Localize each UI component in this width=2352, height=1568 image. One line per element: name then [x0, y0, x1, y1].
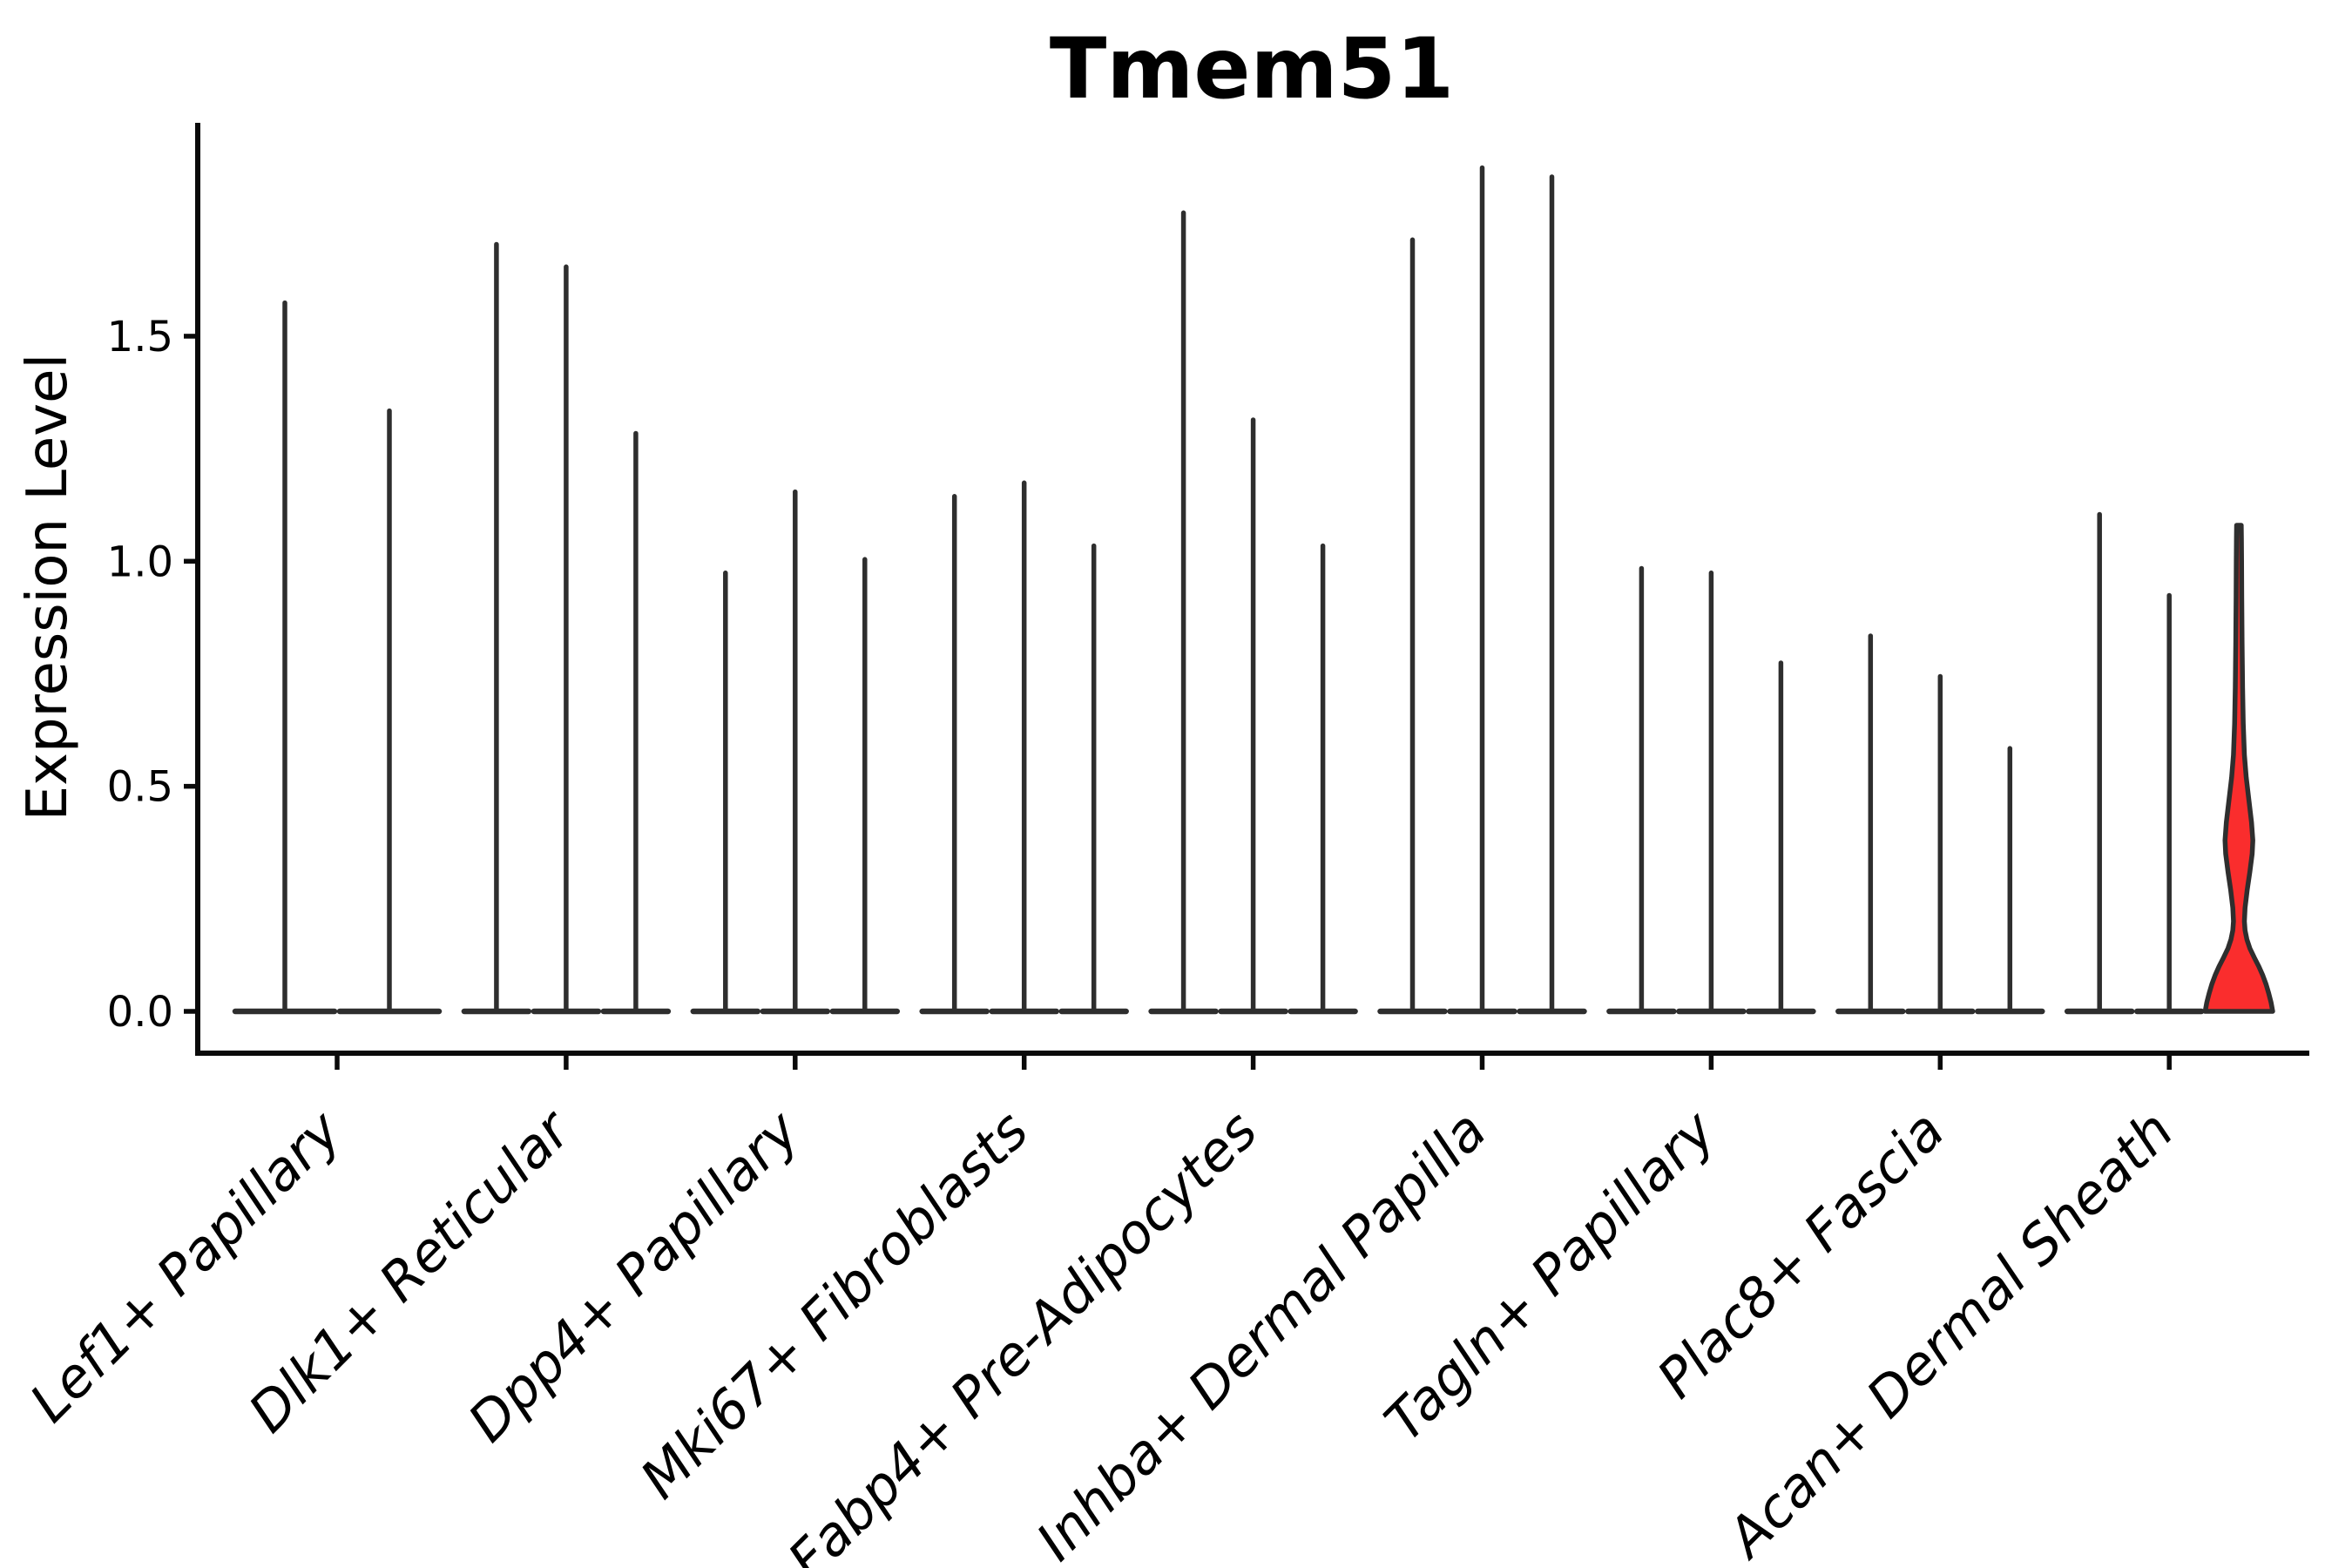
y-tick-label-0: 0.0: [107, 988, 173, 1037]
y-axis-label: Expression Level: [16, 354, 80, 821]
y-tick-label-1: 0.5: [107, 763, 173, 812]
chart-title: Tmem51: [1050, 20, 1454, 118]
violins: [232, 165, 2275, 1015]
violin-highlighted: [2202, 523, 2275, 1014]
x-tick-label-8: Acan+ Dermal Sheath: [1713, 1098, 2186, 1568]
x-tick-label-5: Inhba+ Dermal Papilla: [1024, 1098, 1498, 1568]
y-tick-label-3: 1.5: [107, 313, 173, 362]
x-tick-label-3: Mki67+ Fibroblasts: [628, 1098, 1040, 1511]
y-tick-label-2: 1.0: [107, 537, 173, 586]
